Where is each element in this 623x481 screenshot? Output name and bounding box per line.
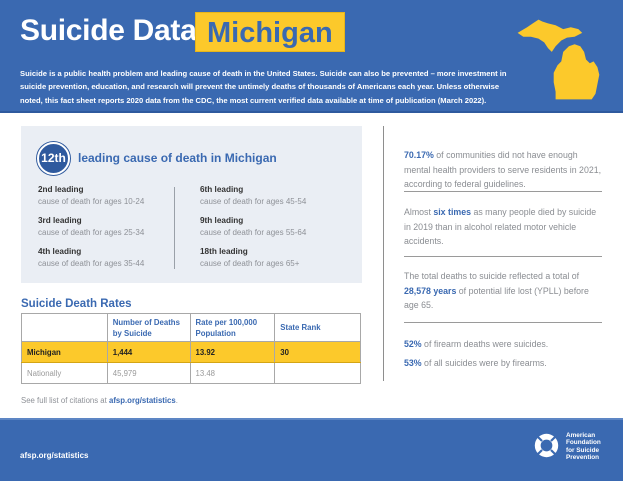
afsp-logo-text: American Foundation for Suicide Preventi… [566, 432, 601, 461]
table-cell: Michigan [21, 341, 108, 363]
rates-title: Suicide Death Rates [21, 298, 132, 310]
table-header-row: Number of Deaths by Suicide Rate per 100… [21, 313, 361, 342]
table-cell: Nationally [21, 362, 108, 384]
fact-highlight: 28,578 years [404, 285, 457, 296]
fact-highlight: 52% [404, 339, 422, 349]
table-cell: 1,444 [106, 341, 191, 363]
rank-item: 9th leading cause of death for ages 55-64 [200, 215, 350, 246]
rank-sub: cause of death for ages 25-34 [38, 228, 145, 237]
rank-item: 4th leading cause of death for ages 35-44 [38, 246, 188, 277]
fact-separator [404, 191, 602, 192]
column-divider [174, 187, 175, 269]
rank-badge: 12th [37, 142, 70, 175]
table-header-cell: State Rank [274, 313, 361, 342]
rank-sub: cause of death for ages 10-24 [38, 197, 145, 206]
page-title: Suicide Data: [20, 14, 207, 47]
fact-separator [404, 256, 602, 257]
fact-firearm-deaths: 52% of firearm deaths were suicides. [404, 337, 602, 352]
logo-line: American [566, 432, 596, 439]
section-divider [383, 126, 384, 381]
leading-cause-panel: 12th leading cause of death in Michigan … [21, 126, 362, 283]
citation-note: See full list of citations at afsp.org/s… [21, 396, 178, 405]
suicide-rates-table: Number of Deaths by Suicide Rate per 100… [21, 313, 361, 384]
rank-label: 3rd leading [38, 216, 82, 225]
fact-text: as many people died by suicide in 2019 t… [404, 207, 597, 246]
citation-link[interactable]: afsp.org/statistics [108, 396, 176, 405]
logo-line: Prevention [566, 453, 600, 461]
citation-prefix: See full list of citations at [21, 396, 109, 405]
rank-label: 6th leading [200, 185, 244, 194]
rank-label: 18th leading [200, 247, 248, 256]
rank-label: 2nd leading [38, 185, 84, 194]
michigan-map-icon [517, 19, 600, 100]
rank-label: 9th leading [200, 216, 244, 225]
rank-headline: leading cause of death in Michigan [78, 151, 277, 165]
state-name-badge: Michigan [195, 12, 345, 52]
rank-item: 3rd leading cause of death for ages 25-34 [38, 215, 188, 246]
table-header-cell [21, 313, 108, 342]
logo-line: Foundation [566, 439, 601, 447]
table-header-cell: Number of Deaths by Suicide [106, 313, 191, 342]
intro-paragraph: Suicide is a public health problem and l… [20, 69, 507, 105]
citation-suffix: . [175, 396, 178, 405]
fact-highlight: 53% [404, 358, 422, 368]
fact-providers: 70.17% of communities did not have enoug… [404, 148, 602, 192]
fact-text: The total deaths to suicide reflected a … [404, 271, 580, 281]
rank-label: 4th leading [38, 247, 82, 256]
rank-sub: cause of death for ages 45-54 [200, 197, 307, 206]
life-ring-icon [534, 433, 559, 458]
rank-item: 18th leading cause of death for ages 65+ [200, 246, 350, 277]
footer-link[interactable]: afsp.org/statistics [20, 451, 89, 460]
fact-text: of potential life lost (YPLL) before age… [404, 285, 589, 311]
fact-text: Almost [404, 207, 434, 217]
rank-list-right: 6th leading cause of death for ages 45-54… [200, 184, 350, 277]
header-banner: Suicide Data: Michigan Suicide is a publ… [0, 0, 623, 113]
table-cell: 13.48 [189, 362, 276, 384]
rank-item: 6th leading cause of death for ages 45-54 [200, 184, 350, 215]
logo-line: for Suicide [566, 446, 600, 454]
table-cell: 13.92 [189, 341, 276, 363]
fact-ypll: The total deaths to suicide reflected a … [404, 269, 602, 313]
fact-firearm-suicides: 53% of all suicides were by firearms. [404, 356, 602, 371]
table-row-michigan: Michigan 1,444 13.92 30 [21, 341, 361, 363]
rank-item: 2nd leading cause of death for ages 10-24 [38, 184, 188, 215]
fact-text: of all suicides were by firearms. [421, 358, 547, 368]
fact-text: of communities did not have enough menta… [404, 150, 602, 189]
fact-separator [404, 322, 602, 323]
fact-alcohol: Almost six times as many people died by … [404, 205, 602, 249]
table-header-cell: Rate per 100,000 Population [189, 313, 276, 342]
rank-sub: cause of death for ages 65+ [200, 259, 300, 268]
rank-sub: cause of death for ages 55-64 [200, 228, 307, 237]
rank-list-left: 2nd leading cause of death for ages 10-24… [38, 184, 188, 277]
footer-banner: afsp.org/statistics American Foundation … [0, 418, 623, 481]
rank-sub: cause of death for ages 35-44 [38, 259, 145, 268]
fact-highlight: six times [433, 207, 471, 217]
fact-highlight: 70.17% [404, 150, 434, 160]
fact-text: of firearm deaths were suicides. [421, 339, 549, 349]
table-cell: 30 [274, 341, 361, 363]
table-cell: 45,979 [106, 362, 191, 384]
table-row-national: Nationally 45,979 13.48 [21, 362, 361, 384]
table-cell [274, 362, 361, 384]
